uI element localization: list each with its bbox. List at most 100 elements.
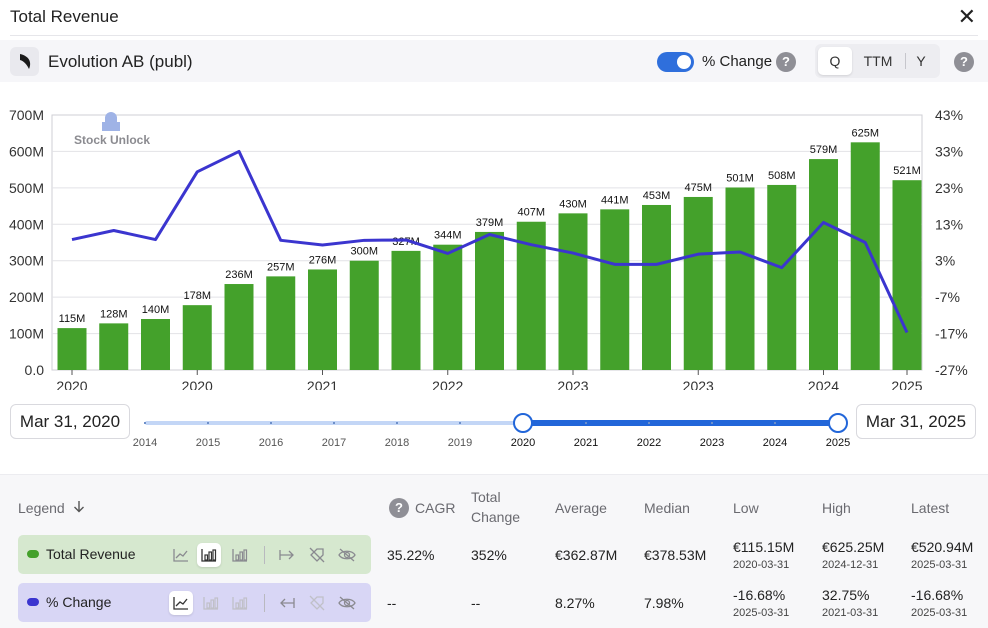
total-change-header-line1: Total xyxy=(471,489,501,505)
company-bar: Evolution AB (publ) % Change ? Q TTM Y ? xyxy=(0,40,988,82)
legend-header[interactable]: Legend xyxy=(18,500,85,516)
right-axis-tick-label: -7% xyxy=(935,289,960,305)
slider-tick xyxy=(270,422,272,424)
pct-change-line xyxy=(71,149,909,334)
revenue-bar xyxy=(266,276,296,370)
slider-start-handle[interactable] xyxy=(513,413,533,433)
pct-change-total-change: -- xyxy=(471,595,481,611)
slider-year-label: 2014 xyxy=(132,437,158,449)
bar-value-label: 379M xyxy=(476,217,504,229)
average-header: Average xyxy=(555,500,607,516)
revenue-bar xyxy=(349,260,379,370)
pct-change-high-date: 2021-03-31 xyxy=(822,607,879,619)
total-revenue-high: €625.25M xyxy=(822,539,885,555)
left-axis-icon[interactable] xyxy=(275,591,299,615)
pct-change-low-date: 2025-03-31 xyxy=(733,607,790,619)
total-revenue-low-date: 2020-03-31 xyxy=(733,559,790,571)
total-change-header-line2: Change xyxy=(471,509,521,525)
period-selector: Q TTM Y xyxy=(815,44,940,78)
close-icon[interactable]: ✕ xyxy=(957,4,976,29)
date-range-slider[interactable]: 2014 2015 2016 2017 2018 2019 2020 2021 2022 2023… xyxy=(133,412,850,449)
stock-unlock-watermark: Stock Unlock xyxy=(74,112,150,147)
line-chart-icon[interactable] xyxy=(169,543,193,567)
bar-value-label: 140M xyxy=(142,304,170,316)
stacked-bar-icon[interactable] xyxy=(228,591,252,615)
series-name: % Change xyxy=(46,594,112,610)
lock-icon xyxy=(102,112,120,131)
window-title: Total Revenue xyxy=(10,7,119,26)
series-color-dot xyxy=(27,598,39,606)
divider xyxy=(10,35,978,36)
slider-year-label: 2022 xyxy=(636,437,662,449)
left-axis-tick-label: 600M xyxy=(9,143,44,159)
pct-change-high: 32.75% xyxy=(822,587,870,603)
company-name: Evolution AB (publ) xyxy=(48,52,193,71)
line-chart-icon[interactable] xyxy=(169,591,193,615)
left-axis-tick-label: 100M xyxy=(9,326,44,342)
cagr-header: CAGR xyxy=(415,500,456,516)
slider-year-label: 2016 xyxy=(258,437,284,449)
right-axis-tick-label: 23% xyxy=(935,180,963,196)
right-axis-tick-label: -27% xyxy=(935,362,968,378)
period-ttm-button[interactable]: TTM xyxy=(863,53,893,69)
icon-divider xyxy=(264,594,265,612)
stacked-bar-icon[interactable] xyxy=(228,543,252,567)
right-axis-icon[interactable] xyxy=(275,543,299,567)
revenue-bar xyxy=(850,142,880,370)
bar-value-label: 236M xyxy=(225,269,253,281)
x-axis-tick-label: 2025 xyxy=(891,378,922,390)
revenue-bar xyxy=(99,323,129,370)
bar-value-label: 178M xyxy=(183,290,211,302)
segment-divider xyxy=(905,53,906,69)
total-revenue-low: €115.15M xyxy=(733,539,795,555)
slider-year-label: 2021 xyxy=(573,437,599,449)
help-icon[interactable]: ? xyxy=(954,52,974,72)
slider-end-handle[interactable] xyxy=(828,413,848,433)
title-bar: Total Revenue ✕ xyxy=(0,0,988,34)
legend-row-total-revenue[interactable]: Total Revenue xyxy=(18,535,371,574)
end-date-box[interactable]: Mar 31, 2025 xyxy=(856,404,976,439)
period-q-button[interactable]: Q xyxy=(818,47,852,75)
help-icon[interactable]: ? xyxy=(776,52,796,72)
pct-change-median: 7.98% xyxy=(644,595,684,611)
bar-value-label: 344M xyxy=(434,230,462,242)
company-logo xyxy=(10,47,39,76)
bar-value-label: 508M xyxy=(768,170,796,182)
period-y-button[interactable]: Y xyxy=(916,53,926,69)
pct-change-latest: -16.68% xyxy=(911,587,964,603)
bar-value-label: 579M xyxy=(810,144,838,156)
slider-tick xyxy=(774,422,776,424)
revenue-bar xyxy=(57,328,87,370)
slider-year-label: 2018 xyxy=(384,437,410,449)
revenue-bar xyxy=(308,269,337,370)
bar-value-label: 501M xyxy=(726,172,754,184)
bar-chart-icon[interactable] xyxy=(199,591,223,615)
bar-chart-icon[interactable] xyxy=(197,543,221,567)
toggle-knob xyxy=(677,55,691,69)
slider-tick xyxy=(396,422,398,424)
series-color-dot xyxy=(27,550,39,558)
left-axis-tick-label: 500M xyxy=(9,180,44,196)
slider-tick xyxy=(207,422,209,424)
slider-tick xyxy=(711,422,713,424)
icon-divider xyxy=(264,546,265,564)
start-date-box[interactable]: Mar 31, 2020 xyxy=(10,404,130,439)
bar-value-label: 453M xyxy=(643,190,671,202)
legend-header-label: Legend xyxy=(18,500,65,516)
high-header: High xyxy=(822,500,851,516)
left-axis-tick-label: 400M xyxy=(9,216,44,232)
hide-series-icon[interactable] xyxy=(335,591,359,615)
revenue-bar xyxy=(224,284,254,370)
label-off-icon[interactable] xyxy=(305,591,329,615)
pct-change-toggle[interactable] xyxy=(657,52,694,72)
slider-tick xyxy=(333,422,335,424)
help-icon[interactable]: ? xyxy=(389,498,409,518)
revenue-bar xyxy=(182,305,212,370)
legend-row-pct-change[interactable]: % Change xyxy=(18,583,371,622)
hide-series-icon[interactable] xyxy=(335,543,359,567)
x-axis-tick-label: 2020 xyxy=(182,378,213,390)
label-off-icon[interactable] xyxy=(305,543,329,567)
slider-year-label: 2020 xyxy=(510,437,536,449)
total-revenue-high-date: 2024-12-31 xyxy=(822,559,879,571)
slider-selected-range xyxy=(523,420,838,426)
